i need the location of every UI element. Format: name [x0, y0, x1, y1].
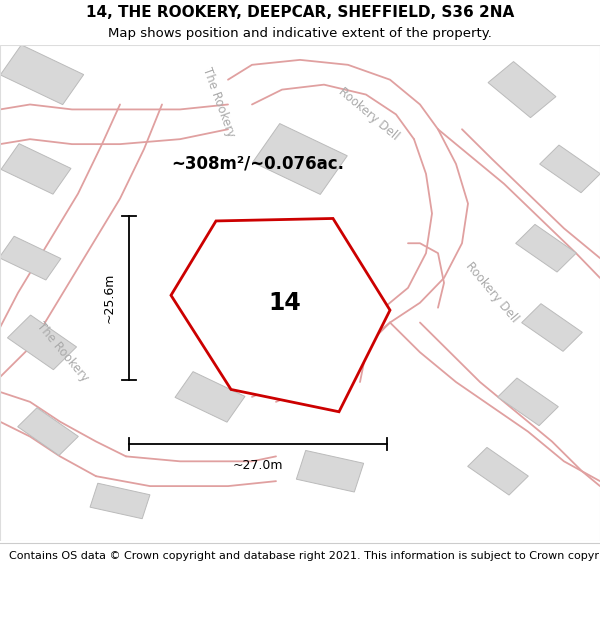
Text: ~27.0m: ~27.0m: [233, 459, 283, 472]
Text: 14, THE ROOKERY, DEEPCAR, SHEFFIELD, S36 2NA: 14, THE ROOKERY, DEEPCAR, SHEFFIELD, S36…: [86, 5, 514, 20]
Polygon shape: [497, 378, 559, 426]
Text: Map shows position and indicative extent of the property.: Map shows position and indicative extent…: [108, 28, 492, 40]
Text: Rookery Dell: Rookery Dell: [336, 86, 402, 143]
Polygon shape: [488, 62, 556, 118]
Polygon shape: [253, 124, 347, 194]
Text: 14: 14: [269, 291, 301, 315]
Polygon shape: [515, 224, 577, 272]
Text: The Rookery: The Rookery: [34, 320, 92, 384]
Text: ~25.6m: ~25.6m: [103, 272, 116, 323]
Polygon shape: [521, 304, 583, 351]
Polygon shape: [17, 408, 79, 456]
Polygon shape: [90, 483, 150, 519]
Polygon shape: [296, 451, 364, 492]
Text: Rookery Dell: Rookery Dell: [463, 260, 521, 326]
Text: Contains OS data © Crown copyright and database right 2021. This information is : Contains OS data © Crown copyright and d…: [9, 551, 600, 561]
Text: ~308m²/~0.076ac.: ~308m²/~0.076ac.: [171, 155, 344, 173]
Polygon shape: [171, 219, 390, 412]
Polygon shape: [467, 448, 529, 495]
Text: The Rookery: The Rookery: [200, 65, 238, 139]
Polygon shape: [175, 372, 245, 422]
Polygon shape: [1, 144, 71, 194]
Polygon shape: [201, 279, 279, 336]
Polygon shape: [539, 145, 600, 192]
Polygon shape: [0, 236, 61, 280]
Polygon shape: [1, 45, 83, 104]
Polygon shape: [7, 315, 77, 370]
